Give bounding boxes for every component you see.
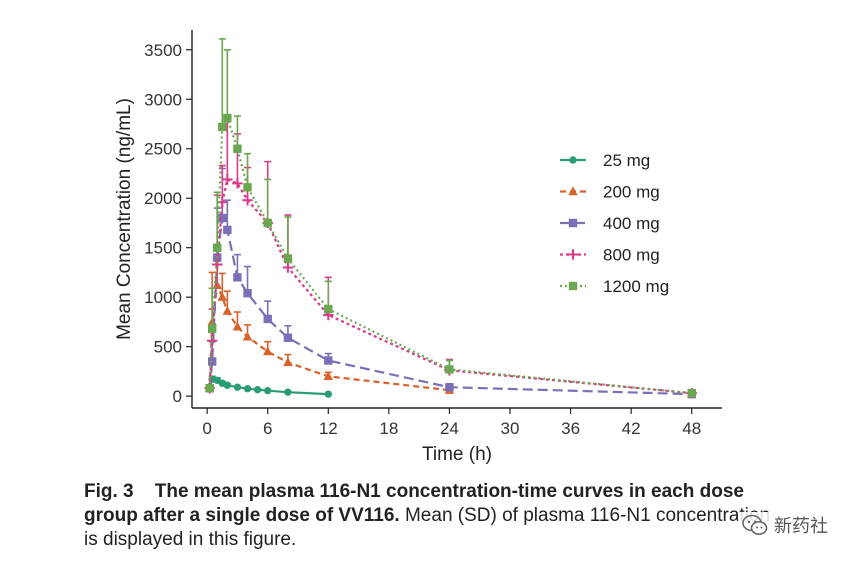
data-point	[232, 321, 243, 331]
series-25-mg	[205, 375, 332, 398]
data-point	[222, 174, 233, 185]
data-point	[283, 254, 293, 263]
data-point	[223, 225, 232, 235]
series-200-mg	[204, 254, 455, 394]
axes: 0 6 12 18 24 30 36 42 48 0 500 1000 1500 2000 2500 3000…	[144, 30, 722, 438]
x-tick-label: 48	[682, 419, 701, 438]
data-point	[205, 384, 214, 393]
legend-item: 1200 mg	[560, 277, 669, 296]
y-tick-label: 2000	[144, 189, 182, 208]
x-tick-label: 0	[202, 419, 211, 438]
data-point	[217, 291, 227, 301]
legend-item: 800 mg	[560, 246, 660, 265]
data-point	[324, 304, 333, 314]
data-point	[218, 213, 227, 223]
data-point	[445, 383, 454, 392]
series-1200-mg	[205, 38, 696, 398]
legend-swatch-marker	[568, 218, 578, 228]
y-axis-label: Mean Concentration (ng/mL)	[114, 98, 135, 340]
series-line	[208, 213, 692, 396]
legend-item: 25 mg	[560, 151, 650, 170]
x-tick-label: 12	[319, 419, 338, 438]
legend: 25 mg 200 mg 400 mg 800 mg 1200 mg	[560, 151, 669, 296]
data-point	[264, 386, 272, 395]
x-tick-label: 6	[263, 419, 272, 438]
data-point	[282, 262, 294, 273]
data-point	[232, 178, 243, 189]
data-point	[243, 289, 252, 298]
data-point	[445, 365, 454, 374]
wechat-icon	[742, 514, 768, 535]
legend-label: 25 mg	[603, 151, 650, 170]
caption-label: Fig. 3	[84, 481, 134, 502]
y-tick-label: 500	[154, 338, 182, 357]
pk-line-chart: 0 6 12 18 24 30 36 42 48 0 500 1000 1500 2000 2500 3000…	[114, 30, 722, 465]
data-point	[283, 333, 293, 342]
x-tick-label: 36	[561, 419, 580, 438]
y-tick-label: 1000	[144, 288, 182, 307]
data-point	[242, 331, 253, 341]
legend-swatch-marker	[568, 281, 578, 291]
legend-label: 200 mg	[603, 183, 660, 202]
data-point	[242, 194, 253, 206]
data-point	[213, 243, 222, 252]
legend-label: 800 mg	[603, 246, 660, 265]
x-axis-label: Time (h)	[422, 444, 492, 465]
data-point	[233, 383, 242, 391]
data-point	[687, 388, 696, 398]
data-point	[283, 357, 293, 367]
legend-swatch-marker	[569, 156, 577, 164]
caption-bold-text: The mean plasma 116-N1 concentration-tim…	[84, 481, 744, 526]
data-point	[324, 356, 333, 365]
legend-label: 400 mg	[603, 214, 660, 233]
legend-swatch-marker	[568, 186, 578, 196]
y-tick-label: 1500	[144, 239, 182, 258]
legend-item: 200 mg	[560, 183, 660, 202]
data-point	[253, 385, 262, 394]
caption-regular-text: Mean (SD) of plasma 116-N1 concentration…	[84, 505, 771, 550]
data-point	[207, 324, 217, 334]
watermark-text: 新药社	[774, 516, 828, 537]
data-point	[324, 390, 332, 398]
data-point	[222, 305, 233, 315]
data-point	[263, 314, 272, 324]
data-point	[223, 113, 232, 123]
data-point	[243, 385, 252, 393]
data-point	[212, 259, 223, 270]
series-layer	[204, 38, 697, 399]
x-tick-label: 18	[379, 419, 398, 438]
watermark: 新药社	[738, 512, 832, 538]
x-tick-label: 24	[440, 419, 459, 438]
data-point	[284, 388, 292, 396]
series-line	[208, 177, 692, 395]
legend-label: 1200 mg	[603, 277, 669, 296]
data-point	[207, 357, 217, 366]
figure-caption: Fig. 3 The mean plasma 116-N1 concentrat…	[84, 480, 784, 552]
x-tick-label: 30	[501, 419, 520, 438]
legend-item: 400 mg	[560, 214, 660, 233]
data-point	[223, 381, 232, 389]
data-point	[243, 183, 252, 192]
data-point	[263, 346, 273, 356]
legend-swatch-marker	[567, 249, 579, 260]
data-point	[233, 273, 242, 282]
y-tick-label: 2500	[144, 140, 182, 159]
y-tick-label: 0	[173, 387, 182, 406]
x-tick-label: 42	[622, 419, 641, 438]
data-point	[263, 218, 272, 228]
data-point	[218, 122, 227, 132]
data-point	[233, 144, 242, 153]
y-tick-label: 3500	[144, 41, 182, 60]
data-point	[323, 371, 333, 381]
y-tick-label: 3000	[144, 90, 182, 109]
